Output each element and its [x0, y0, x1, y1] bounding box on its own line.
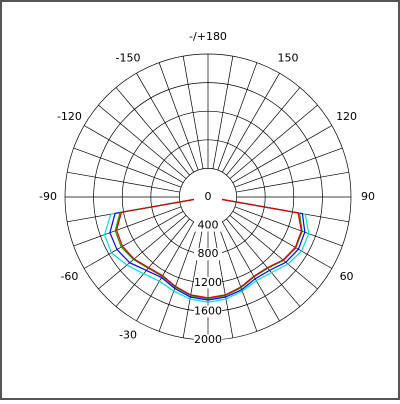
intensity-curve	[109, 196, 306, 301]
grid-spoke	[232, 125, 333, 184]
grid-spoke	[217, 223, 258, 332]
grid-spoke	[221, 72, 280, 173]
grid-spoke	[73, 206, 182, 247]
grid-spoke	[136, 72, 195, 173]
grid-spoke	[212, 225, 234, 338]
grid-spoke	[217, 62, 258, 171]
radial-tick-label: 1600	[194, 304, 222, 317]
label-bg	[194, 191, 222, 203]
radial-tick-label: 800	[198, 247, 219, 260]
grid-spoke	[232, 210, 333, 269]
grid-spoke	[115, 218, 190, 307]
grid-spoke	[67, 171, 180, 193]
angle-label: -120	[57, 110, 82, 123]
angle-label: 60	[340, 270, 354, 283]
intensity-curve	[103, 196, 310, 303]
grid-spoke	[229, 215, 318, 290]
angle-label: -60	[60, 270, 78, 283]
intensity-curve	[114, 196, 303, 300]
angle-label: 150	[278, 51, 299, 64]
angle-label: -30	[119, 329, 137, 342]
label-bg	[194, 334, 222, 346]
grid-spoke	[229, 104, 318, 179]
grid-spoke	[83, 210, 184, 269]
radial-tick-label: 2000	[194, 333, 222, 346]
grid-spoke	[115, 87, 190, 176]
radial-tick-label: 1200	[194, 276, 222, 289]
label-bg	[194, 276, 222, 289]
grid-spoke	[83, 125, 184, 184]
label-bg	[194, 248, 222, 261]
intensity-curve	[115, 196, 303, 299]
grid-spoke	[158, 223, 199, 332]
grid-spoke	[226, 218, 301, 307]
grid-spoke	[221, 221, 280, 322]
grid-spoke	[136, 221, 195, 322]
grid-spoke	[212, 56, 234, 169]
grid-spoke	[98, 104, 187, 179]
grid-spoke	[73, 147, 182, 188]
angle-label: -90	[39, 190, 57, 203]
grid-spoke	[236, 171, 349, 193]
grid-spoke	[234, 147, 343, 188]
angle-label: -/+180	[189, 30, 227, 43]
label-bg	[194, 219, 222, 232]
grid-spoke	[158, 62, 199, 171]
label-bg	[194, 305, 222, 318]
grid-spoke	[226, 87, 301, 176]
angle-label: 90	[361, 190, 375, 203]
grid-spoke	[182, 225, 204, 338]
grid-spoke	[182, 56, 204, 169]
grid-spoke	[234, 206, 343, 247]
grid-spoke	[98, 215, 187, 290]
angle-label: -150	[116, 51, 141, 64]
radial-tick-label: 400	[198, 219, 219, 232]
angle-label: 120	[336, 110, 357, 123]
radial-tick-label: 0	[205, 190, 212, 203]
